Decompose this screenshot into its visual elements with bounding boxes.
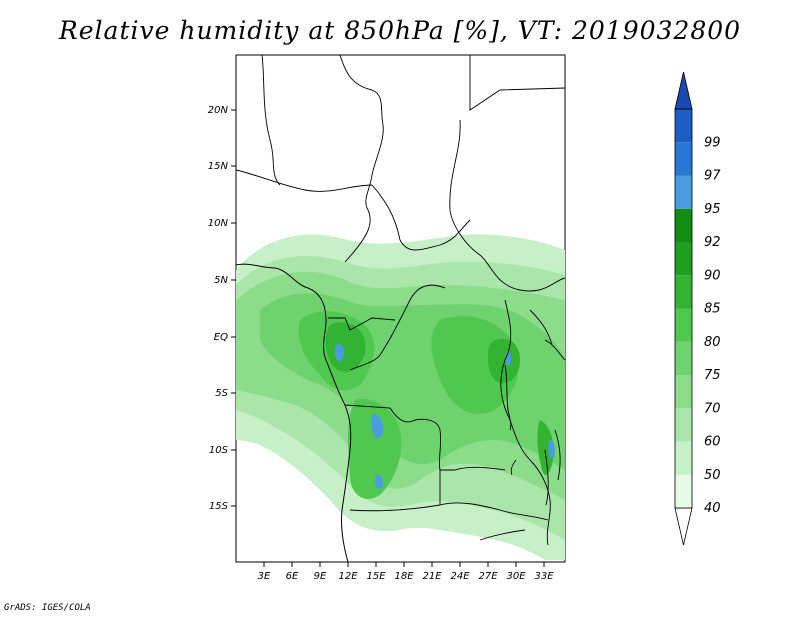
colorbar-segment [675, 242, 692, 276]
colorbar-level-label: 70 [704, 401, 721, 416]
colorbar-level-label: 80 [704, 335, 721, 350]
colorbar-level-label: 97 [704, 169, 721, 184]
lon-tick-label: 15E [366, 571, 386, 582]
colorbar-level-label: 50 [704, 468, 721, 483]
colorbar-segment [675, 441, 692, 475]
colorbar-level-label: 92 [704, 235, 721, 250]
colorbar-level-label: 75 [704, 368, 721, 383]
lat-axis: 20N 15N 10N 5N EQ 5S 10S 15S [208, 105, 236, 512]
humidity-field [236, 55, 565, 562]
lon-tick-label: 3E [258, 571, 271, 582]
lat-tick-label: EQ [214, 332, 228, 343]
grads-credit: GrADS: IGES/COLA [4, 603, 91, 613]
colorbar-upper-triangle [674, 71, 693, 110]
colorbar-segment [675, 375, 692, 409]
colorbar-level-label: 99 [704, 135, 721, 150]
lon-tick-label: 9E [314, 571, 327, 582]
colorbar-level-label: 40 [704, 501, 721, 516]
lon-tick-label: 30E [506, 571, 526, 582]
lat-tick-label: 20N [208, 105, 229, 116]
lon-tick-label: 24E [450, 571, 470, 582]
colorbar-segment [675, 275, 692, 309]
lon-tick-label: 12E [338, 571, 358, 582]
colorbar-level-label: 90 [704, 268, 721, 283]
lat-tick-label: 10S [209, 445, 229, 456]
colorbar-segment [675, 474, 692, 508]
lon-tick-label: 33E [534, 571, 554, 582]
lat-tick-label: 15S [209, 501, 229, 512]
colorbar: 40 50 60 70 75 80 85 90 92 95 97 99 [674, 71, 721, 546]
colorbar-segment [675, 142, 692, 176]
lon-tick-label: 6E [286, 571, 299, 582]
lon-tick-label: 27E [478, 571, 498, 582]
colorbar-level-label: 95 [704, 202, 721, 217]
colorbar-segment [675, 208, 692, 242]
map-area [235, 54, 566, 563]
colorbar-level-label: 60 [704, 435, 721, 450]
lon-tick-label: 21E [422, 571, 442, 582]
colorbar-segment [675, 175, 692, 209]
colorbar-segment [675, 408, 692, 442]
colorbar-segment [675, 109, 692, 143]
lat-tick-label: 5S [215, 388, 228, 399]
lat-tick-label: 5N [214, 275, 228, 286]
colorbar-lower-triangle [674, 507, 693, 546]
lat-tick-label: 10N [208, 218, 229, 229]
colorbar-segment [675, 341, 692, 375]
map-title: Relative humidity at 850hPa [%], VT: 201… [58, 16, 742, 45]
lon-tick-label: 18E [394, 571, 414, 582]
colorbar-level-label: 85 [704, 302, 721, 317]
lon-axis: 3E 6E 9E 12E 15E 18E 21E 24E 27E 30E 33E [258, 562, 554, 582]
colorbar-outline [674, 108, 693, 509]
colorbar-segment [675, 308, 692, 342]
lat-tick-label: 15N [208, 161, 229, 172]
